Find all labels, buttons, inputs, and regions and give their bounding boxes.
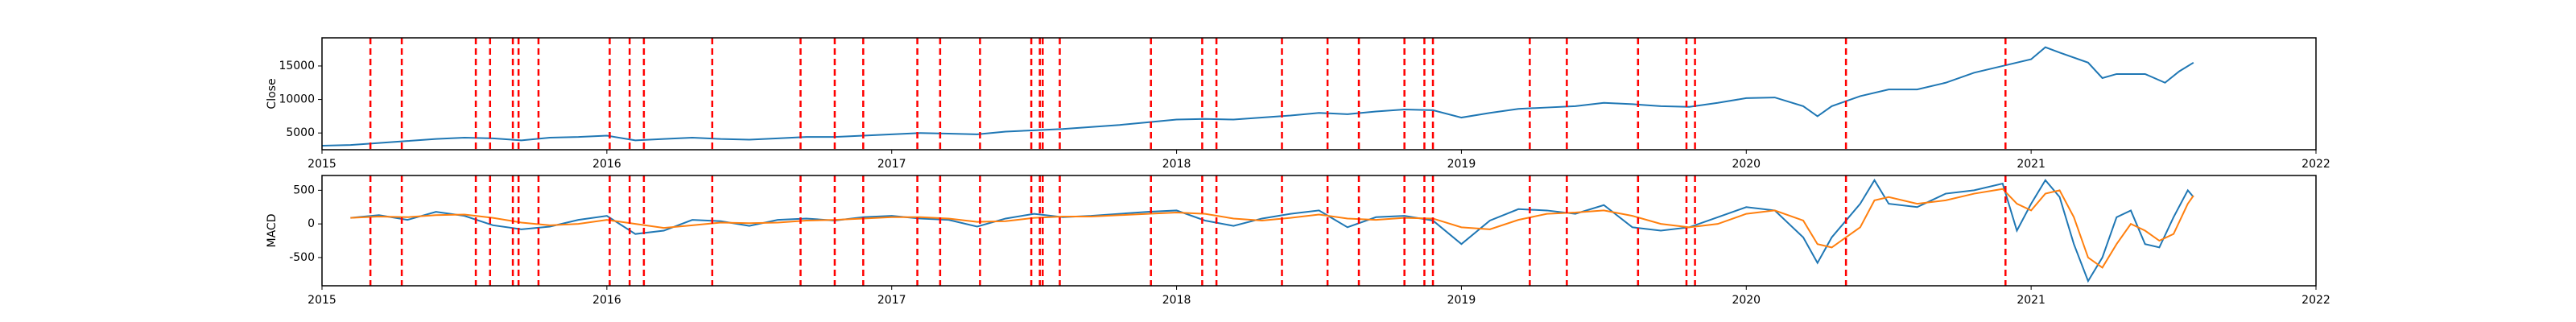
y-tick-label: 10000	[279, 93, 315, 106]
y-tick-label: 500	[293, 184, 315, 196]
x-tick-label: 2017	[877, 294, 906, 307]
x-tick-label: 2015	[308, 294, 336, 307]
y-axis-label: MACD	[266, 214, 279, 248]
y-tick-label: 0	[308, 217, 315, 230]
line	[321, 46, 2194, 147]
x-tick-label: 2021	[2017, 294, 2046, 307]
x-tick-label: 2018	[1162, 158, 1191, 171]
x-tick-label: 2021	[2017, 158, 2046, 171]
axes-frame	[321, 37, 2317, 151]
y-tick-label: 5000	[286, 126, 315, 139]
y-tick-label: -500	[289, 251, 315, 264]
x-tick-label: 2016	[592, 294, 621, 307]
x-tick-label: 2018	[1162, 294, 1191, 307]
x-tick-label: 2015	[308, 158, 336, 171]
y-tick-label: 15000	[279, 60, 315, 72]
x-tick-label: 2019	[1447, 158, 1476, 171]
x-tick-label: 2022	[2301, 158, 2330, 171]
axes-frame	[321, 175, 2317, 287]
y-axis-label: Close	[266, 78, 279, 109]
x-tick-label: 2019	[1447, 294, 1476, 307]
x-tick-label: 2022	[2301, 294, 2330, 307]
line	[350, 178, 2194, 283]
x-tick-label: 2020	[1732, 158, 1761, 171]
x-tick-label: 2020	[1732, 294, 1761, 307]
x-tick-label: 2017	[877, 158, 906, 171]
x-tick-label: 2016	[592, 158, 621, 171]
